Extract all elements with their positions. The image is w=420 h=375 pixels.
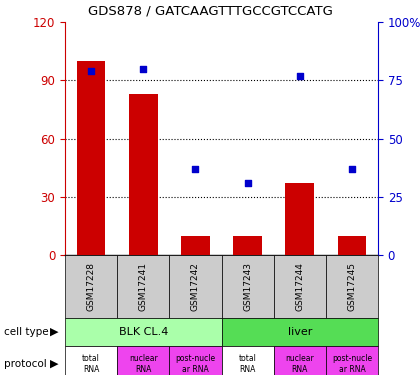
Text: cell type: cell type — [4, 327, 49, 337]
Text: GSM17245: GSM17245 — [347, 262, 357, 311]
Bar — [338, 236, 366, 255]
Bar — [233, 236, 262, 255]
Text: total
RNA: total RNA — [82, 354, 100, 374]
Text: ▶: ▶ — [50, 359, 59, 369]
Point — [349, 166, 355, 172]
Text: GSM17242: GSM17242 — [191, 262, 200, 311]
Text: ▶: ▶ — [50, 327, 59, 337]
Bar — [181, 236, 210, 255]
Point — [192, 166, 199, 172]
Text: liver: liver — [288, 327, 312, 337]
Text: total
RNA: total RNA — [239, 354, 257, 374]
Point — [244, 180, 251, 186]
Text: GDS878 / GATCAAGTTTGCCGTCCATG: GDS878 / GATCAAGTTTGCCGTCCATG — [87, 5, 333, 18]
Text: nuclear
RNA: nuclear RNA — [285, 354, 314, 374]
Text: nuclear
RNA: nuclear RNA — [129, 354, 158, 374]
Point — [297, 73, 303, 79]
Text: post-nucle
ar RNA: post-nucle ar RNA — [176, 354, 215, 374]
Bar — [129, 94, 158, 255]
Bar — [77, 61, 105, 255]
Text: GSM17228: GSM17228 — [87, 262, 96, 311]
Text: GSM17244: GSM17244 — [295, 262, 304, 311]
Text: GSM17243: GSM17243 — [243, 262, 252, 311]
Text: GSM17241: GSM17241 — [139, 262, 148, 311]
Bar — [286, 183, 314, 255]
Text: BLK CL.4: BLK CL.4 — [118, 327, 168, 337]
Point — [88, 68, 94, 74]
Text: post-nucle
ar RNA: post-nucle ar RNA — [332, 354, 372, 374]
Point — [140, 66, 147, 72]
Text: protocol: protocol — [4, 359, 47, 369]
